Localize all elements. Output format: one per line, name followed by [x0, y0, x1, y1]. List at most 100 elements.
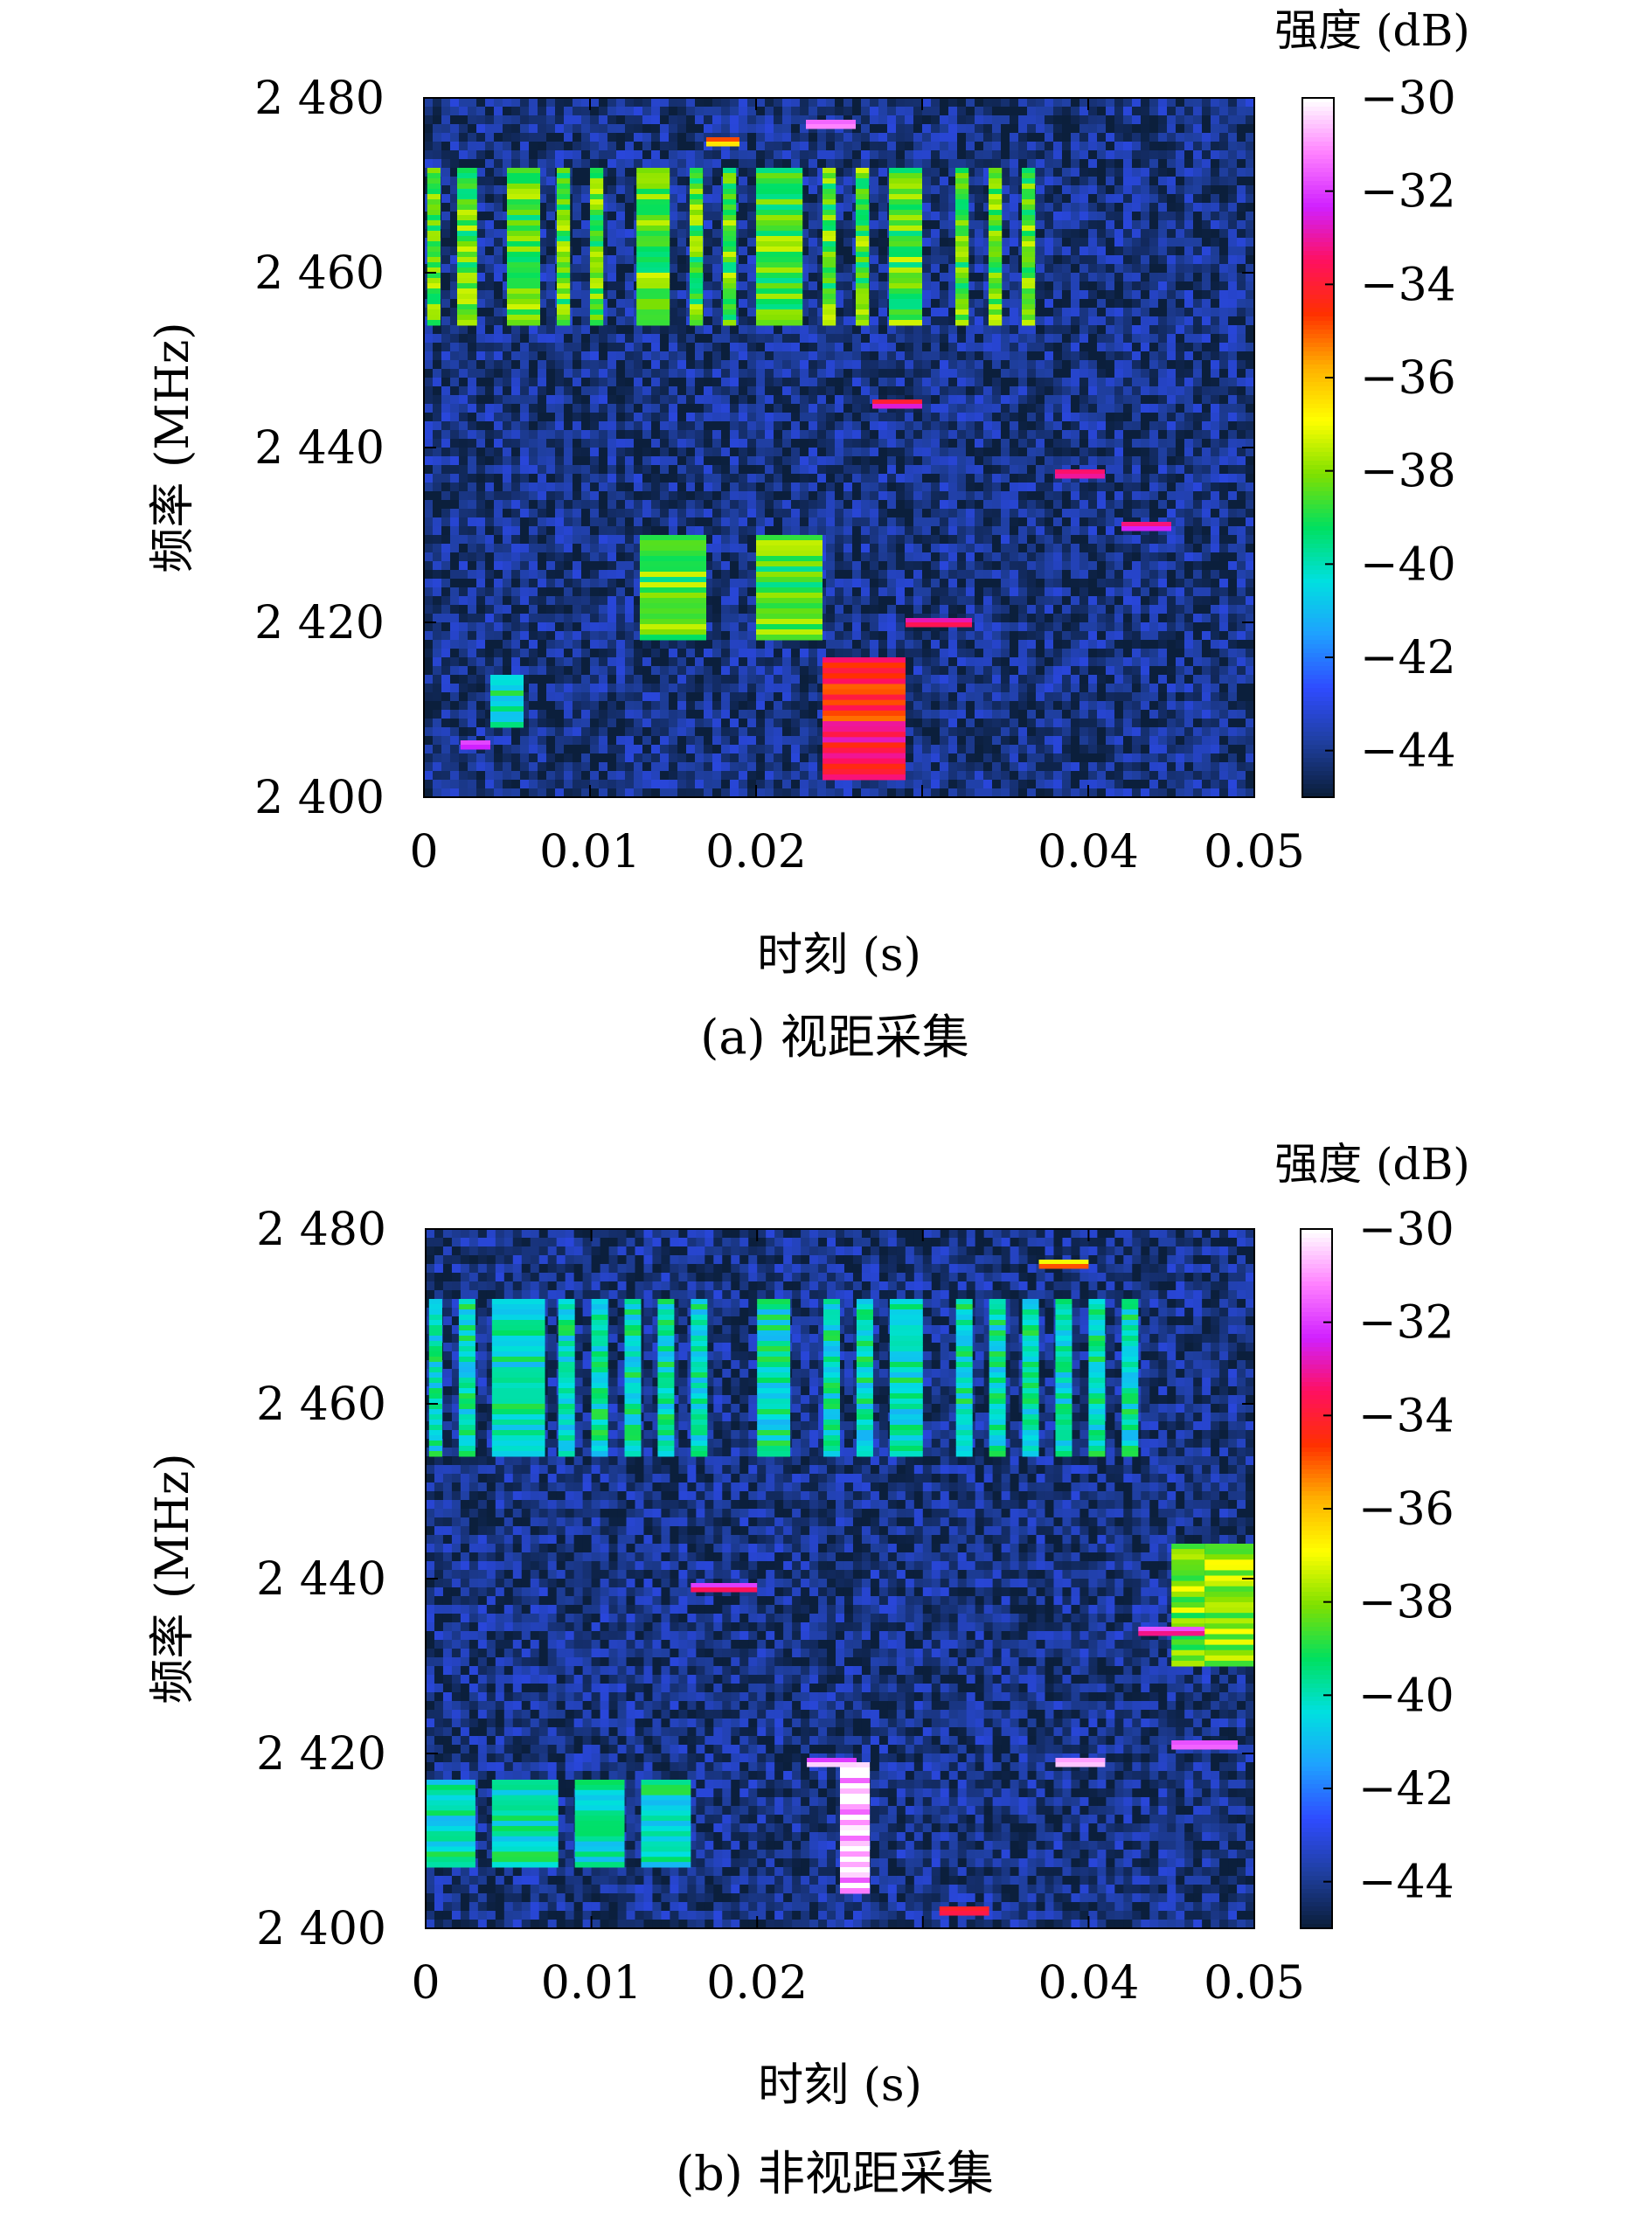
- heatmap-cell: [660, 474, 670, 483]
- heatmap-cell: [870, 185, 879, 195]
- heatmap-cell: [966, 474, 975, 483]
- heatmap-cell: [485, 159, 495, 169]
- heatmap-cell: [581, 456, 591, 466]
- heatmap-cell: [948, 439, 958, 448]
- heatmap-cell: [940, 526, 949, 536]
- heatmap-cell: [642, 334, 652, 344]
- heatmap-cell: [1079, 421, 1089, 431]
- heatmap-cell: [809, 203, 818, 212]
- heatmap-cell: [616, 386, 626, 396]
- heatmap-cell: [948, 255, 958, 265]
- heatmap-cell: [581, 544, 591, 553]
- heatmap-cell: [677, 474, 687, 483]
- heatmap-cell: [1167, 185, 1177, 195]
- heatmap-cell: [538, 264, 547, 274]
- heatmap-cell: [433, 360, 442, 370]
- heatmap-cell: [1088, 308, 1098, 317]
- heatmap-cell: [712, 465, 722, 475]
- heatmap-cell: [1097, 369, 1107, 378]
- heatmap-cell: [870, 456, 879, 466]
- heatmap-cell: [677, 124, 687, 134]
- heatmap-cell: [651, 360, 661, 370]
- heatmap-cell: [1001, 430, 1010, 440]
- heatmap-cell: [712, 107, 722, 116]
- heatmap-cell: [957, 360, 967, 370]
- heatmap-cell: [747, 430, 757, 440]
- heatmap-cell: [503, 334, 512, 344]
- heatmap-cell: [450, 465, 460, 475]
- heatmap-cell: [791, 142, 801, 151]
- heatmap-cell: [1202, 343, 1211, 352]
- heatmap-cell: [1202, 334, 1211, 344]
- heatmap-cell: [721, 124, 731, 134]
- heatmap-cell: [1132, 107, 1142, 116]
- heatmap-cell: [1246, 517, 1255, 527]
- heatmap-cell: [1079, 386, 1089, 396]
- heatmap-cell: [782, 107, 792, 116]
- heatmap-cell: [1176, 509, 1185, 518]
- heatmap-cell: [712, 124, 722, 134]
- heatmap-cell: [1132, 430, 1142, 440]
- heatmap-cell: [485, 369, 495, 378]
- heatmap-cell: [529, 491, 538, 501]
- heatmap-cell: [975, 255, 984, 265]
- heatmap-cell: [730, 517, 739, 527]
- heatmap-cell: [441, 500, 451, 510]
- heatmap-cell: [555, 386, 565, 396]
- heatmap-cell: [878, 334, 888, 344]
- heatmap-cell: [1053, 185, 1063, 195]
- heatmap-cell: [712, 343, 722, 352]
- heatmap-cell: [809, 465, 818, 475]
- heatmap-cell: [555, 448, 565, 457]
- heatmap-cell: [450, 325, 460, 335]
- heatmap-cell: [433, 500, 442, 510]
- heatmap-cell: [1123, 308, 1133, 317]
- heatmap-cell: [538, 115, 547, 125]
- heatmap-cell: [992, 115, 1002, 125]
- heatmap-cell: [800, 517, 809, 527]
- heatmap-cell: [459, 448, 469, 457]
- heatmap-cell: [625, 395, 635, 405]
- heatmap-cell: [791, 500, 801, 510]
- heatmap-cell: [651, 526, 661, 536]
- heatmap-cell: [433, 526, 442, 536]
- heatmap-cell: [1219, 413, 1229, 422]
- heatmap-cell: [712, 526, 722, 536]
- heatmap-cell: [1228, 474, 1238, 483]
- heatmap-cell: [520, 535, 530, 545]
- heatmap-cell: [511, 159, 521, 169]
- heatmap-cell: [1167, 98, 1177, 108]
- heatmap-cell: [1088, 343, 1098, 352]
- heatmap-cell: [441, 483, 451, 492]
- heatmap-cell: [1010, 413, 1019, 422]
- heatmap-cell: [669, 115, 678, 125]
- heatmap-cell: [1010, 500, 1019, 510]
- heatmap-cell: [642, 483, 652, 492]
- heatmap-cell: [616, 133, 626, 142]
- heatmap-cell: [975, 386, 984, 396]
- heatmap-cell: [774, 465, 783, 475]
- heatmap-cell: [1123, 264, 1133, 274]
- heatmap-cell: [1237, 194, 1246, 204]
- heatmap-cell: [1219, 360, 1229, 370]
- heatmap-cell: [459, 404, 469, 413]
- heatmap-cell: [817, 483, 827, 492]
- heatmap-cell: [1001, 544, 1010, 553]
- heatmap-cell: [747, 133, 757, 142]
- heatmap-cell: [1219, 378, 1229, 387]
- heatmap-cell: [852, 535, 862, 545]
- heatmap-cell: [1202, 273, 1211, 282]
- heatmap-cell: [677, 281, 687, 291]
- heatmap-cell: [669, 386, 678, 396]
- heatmap-cell: [878, 177, 888, 186]
- heatmap-cell: [817, 273, 827, 282]
- heatmap-cell: [1071, 517, 1080, 527]
- heatmap-cell: [843, 220, 853, 230]
- heatmap-cell: [1228, 465, 1238, 475]
- heatmap-cell: [520, 98, 530, 108]
- heatmap-cell: [1053, 535, 1063, 545]
- heatmap-cell: [677, 395, 687, 405]
- heatmap-cell: [747, 456, 757, 466]
- heatmap-cell: [1001, 255, 1010, 265]
- heatmap-cell: [843, 474, 853, 483]
